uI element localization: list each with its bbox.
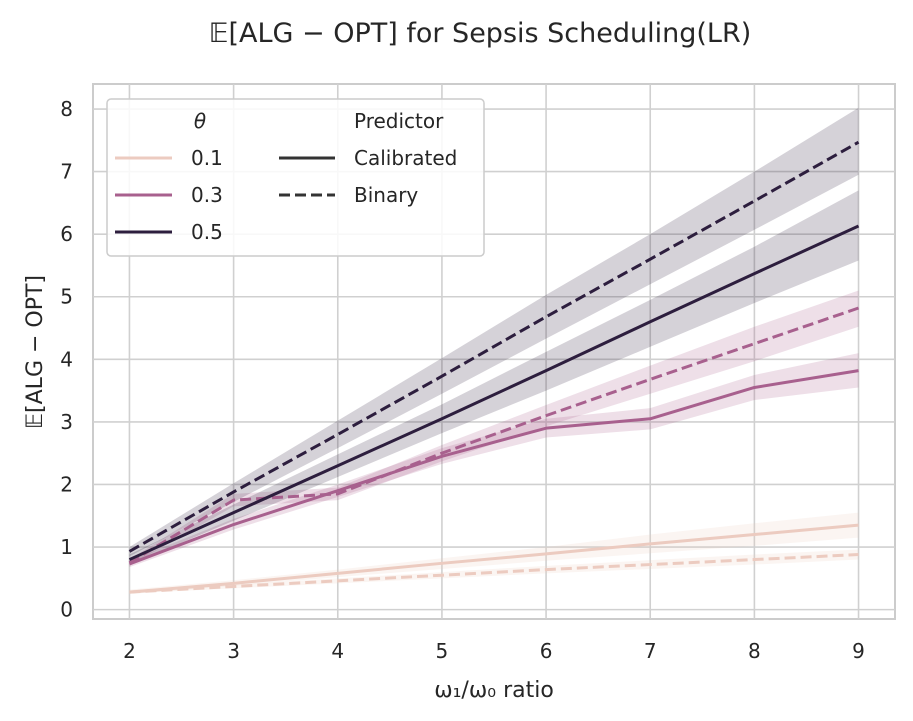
legend-label-theta-0.1: 0.1	[191, 146, 223, 170]
x-tick-label: 8	[748, 639, 761, 663]
legend-label-theta-0.5: 0.5	[191, 220, 223, 244]
legend-label-theta-0.3: 0.3	[191, 183, 223, 207]
y-tick-label: 3	[60, 410, 73, 434]
ci-band-0.5-calibrated	[129, 190, 859, 565]
x-tick-label: 9	[852, 639, 865, 663]
confidence-bands	[129, 107, 859, 594]
x-tick-label: 3	[227, 639, 240, 663]
series-line-0.5-calibrated	[128, 224, 860, 561]
y-tick-label: 0	[60, 598, 73, 622]
y-tick-label: 4	[60, 347, 73, 371]
ci-band-0.1-calibrated	[129, 512, 859, 594]
y-tick-label: 7	[60, 160, 73, 184]
x-tick-label: 5	[436, 639, 449, 663]
series-lines	[128, 140, 860, 594]
series-line-0.1-calibrated	[129, 523, 859, 594]
legend-style-title: Predictor	[354, 109, 444, 133]
x-tick-label: 7	[644, 639, 657, 663]
x-axis-label: ω₁/ω₀ ratio	[434, 678, 554, 703]
legend-label-calibrated: Calibrated	[354, 146, 457, 170]
y-tick-label: 1	[60, 535, 73, 559]
x-tick-label: 4	[331, 639, 344, 663]
y-tick-label: 5	[60, 285, 73, 309]
legend-hue-title: θ	[194, 109, 206, 133]
legend-box	[106, 98, 485, 257]
y-tick-label: 6	[60, 222, 73, 246]
ci-band-0.3-binary	[129, 290, 859, 566]
legend-label-binary: Binary	[354, 183, 418, 207]
gridlines	[93, 84, 895, 619]
chart-title: 𝔼[ALG − OPT] for Sepsis Scheduling(LR)	[209, 18, 752, 49]
ci-band-0.3-calibrated	[129, 353, 859, 568]
series-line-0.3-calibrated	[128, 369, 859, 566]
ci-band-0.5-binary	[129, 107, 859, 557]
legend: θ Predictor 0.1 0.3 0.5 Calibrated Binar…	[106, 98, 485, 257]
x-tick-label: 6	[540, 639, 553, 663]
y-axis-label: 𝔼[ALG − OPT]	[23, 275, 48, 429]
series-line-0.3-binary	[128, 306, 860, 564]
series-line-0.1-binary	[129, 553, 859, 594]
y-tick-label: 8	[60, 97, 73, 121]
x-axis-ticks: 2 3 4 5 6 7 8 9	[123, 639, 865, 663]
series-line-0.5-binary	[128, 140, 860, 553]
x-tick-label: 2	[123, 639, 136, 663]
y-tick-label: 2	[60, 472, 73, 496]
y-axis-ticks: 0 1 2 3 4 5 6 7 8	[60, 97, 73, 622]
